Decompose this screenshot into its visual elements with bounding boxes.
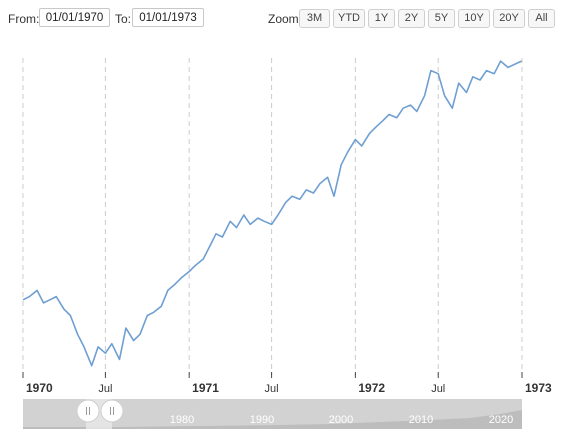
navigator-year-label: 2000 [329,414,353,426]
to-label: To: [115,12,132,26]
zoom-button-20y[interactable]: 20Y [493,9,525,28]
zoom-button-1y[interactable]: 1Y [368,9,395,28]
x-tick-label: 1972 [358,381,385,395]
x-tick-label: 1970 [26,381,53,395]
x-tick-label: 1971 [192,381,219,395]
x-tick-label: 1973 [525,381,552,395]
zoom-button-2y[interactable]: 2Y [398,9,425,28]
navigator-year-label: 1980 [170,414,194,426]
vertical-grid [22,58,523,375]
zoom-button-ytd[interactable]: YTD [333,9,365,28]
navigator-year-label: 1990 [250,414,274,426]
zoom-button-10y[interactable]: 10Y [458,9,490,28]
range-selector: From: To: Zoom: 3M YTD 1Y 2Y 5Y 10Y 20Y … [0,0,569,36]
navigator-axis-labels: 1980 1990 2000 2010 2020 [170,414,513,426]
navigator[interactable]: 1980 1990 2000 2010 2020 [23,399,522,429]
zoom-button-5y[interactable]: 5Y [428,9,455,28]
navigator-handle-left[interactable] [76,399,100,423]
from-date-input[interactable] [39,8,110,27]
navigator-year-label: 2020 [489,414,513,426]
zoom-label: Zoom: [268,12,303,26]
navigator-year-label: 2010 [409,414,433,426]
from-label: From: [8,12,40,26]
x-axis: 1970 Jul 1971 Jul 1972 Jul 1973 [22,372,552,395]
navigator-series-area [23,410,522,429]
x-tick-label: Jul [98,383,112,395]
x-tick-label: Jul [265,383,279,395]
price-line [22,60,522,367]
to-date-input[interactable] [132,8,204,27]
zoom-button-all[interactable]: All [528,9,555,28]
navigator-handle-right[interactable] [100,399,124,423]
zoom-button-3m[interactable]: 3M [299,9,330,28]
x-tick-label: Jul [431,383,445,395]
